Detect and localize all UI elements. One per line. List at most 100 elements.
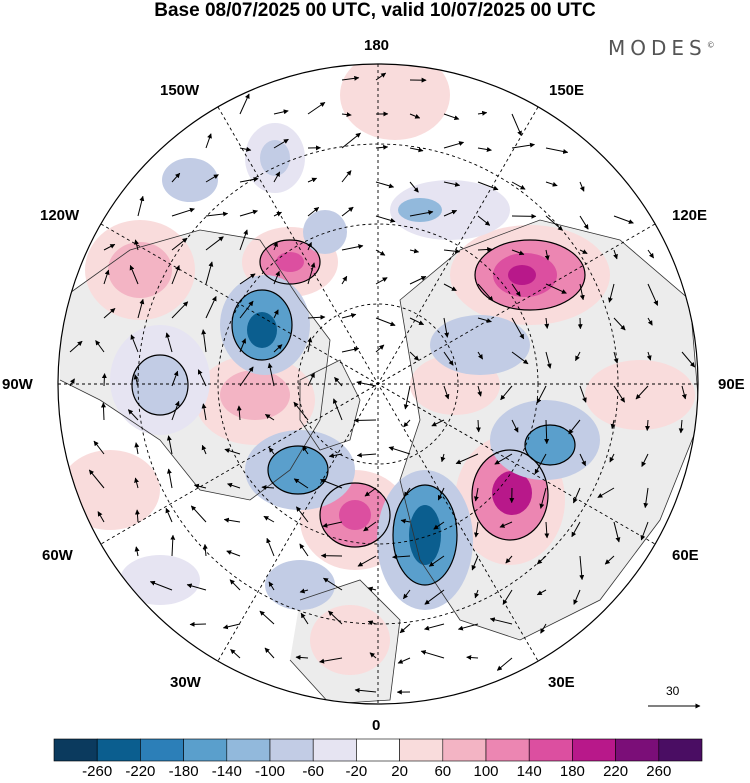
colorbar-swatch <box>312 738 357 762</box>
wind-vector <box>604 555 615 565</box>
negative-anomaly <box>398 198 442 222</box>
wind-vector <box>239 209 258 217</box>
wind-vector <box>645 419 651 431</box>
wind-vector <box>239 229 248 251</box>
wind-vector <box>205 174 219 183</box>
wind-vector <box>443 141 465 149</box>
wind-vector <box>356 452 377 458</box>
wind-vector <box>409 113 421 119</box>
wind-vector <box>229 579 241 591</box>
wind-vector <box>457 623 479 631</box>
wind-vector <box>69 378 75 387</box>
wind-vector <box>130 334 139 353</box>
lon-label-180: 180 <box>364 37 390 54</box>
wind-vector <box>341 170 352 183</box>
positive-anomaly <box>276 252 304 272</box>
wind-vector <box>477 283 494 302</box>
wind-vector <box>205 261 214 285</box>
wind-vector <box>341 112 352 118</box>
wind-vector <box>545 283 567 294</box>
wind-vector <box>613 249 618 260</box>
wind-vector <box>170 534 176 557</box>
wind-vector <box>579 181 585 192</box>
wind-vector <box>171 265 180 285</box>
wind-vector <box>571 521 581 538</box>
colorbar-tick-label: 180 <box>559 763 585 780</box>
wind-vector <box>88 469 105 489</box>
reference-vector-label: 30 <box>666 684 680 698</box>
wind-vector <box>273 309 279 319</box>
wind-vector <box>443 210 458 217</box>
wind-vector <box>544 419 550 445</box>
wind-vector <box>205 236 224 251</box>
wind-vector <box>437 487 445 501</box>
wind-vector <box>165 507 173 523</box>
anomaly-field <box>58 64 698 704</box>
wind-vector <box>307 177 318 183</box>
wind-vector <box>357 555 377 567</box>
wind-vector <box>607 283 615 303</box>
wind-vector <box>273 270 280 285</box>
wind-vector <box>477 110 488 116</box>
wind-vector <box>268 447 275 455</box>
wind-vector <box>300 612 309 625</box>
wind-vector <box>226 550 241 557</box>
positive-anomaly <box>508 265 536 285</box>
wind-vector <box>489 617 513 625</box>
wind-vector <box>137 195 145 217</box>
brand-name: MODES <box>608 36 707 60</box>
wind-vector <box>307 314 326 320</box>
wind-vector <box>579 283 585 301</box>
brand-mark: © <box>706 40 715 50</box>
wind-vector <box>259 610 275 625</box>
wind-vector <box>424 623 445 631</box>
wind-vector <box>511 181 526 190</box>
wind-vector <box>475 419 481 433</box>
wind-vector <box>134 546 140 557</box>
wind-vector <box>227 482 241 489</box>
wind-vector <box>264 647 275 659</box>
wind-vector <box>613 351 619 364</box>
wind-vector <box>375 277 388 285</box>
wind-vector <box>609 453 615 463</box>
colorbar-tick-label: 140 <box>516 763 542 780</box>
wind-vector <box>93 440 105 455</box>
lon-label-30e: 30E <box>548 674 575 691</box>
wind-vector <box>166 468 173 489</box>
wind-vector <box>397 657 411 664</box>
wind-vector <box>647 249 655 259</box>
wind-vector <box>473 521 479 538</box>
wind-vector <box>236 405 242 421</box>
wind-vector <box>273 241 278 251</box>
wind-vector <box>239 338 247 353</box>
wind-vector <box>369 652 377 659</box>
colorbar-swatch <box>658 738 703 762</box>
colorbar-swatch <box>442 738 487 762</box>
wind-vector <box>319 657 343 664</box>
wind-vector <box>190 505 207 523</box>
wind-vector <box>149 580 173 591</box>
wind-vector <box>635 385 649 400</box>
wind-vector <box>334 377 343 387</box>
wind-vector <box>127 409 139 421</box>
wind-vector <box>201 403 207 421</box>
lon-label-0: 0 <box>372 717 381 734</box>
colorbar-swatch <box>53 738 98 762</box>
wind-vector <box>409 147 424 153</box>
wind-vector <box>165 332 173 353</box>
wind-vector <box>597 487 615 498</box>
wind-vector <box>193 483 207 489</box>
graticule <box>58 64 698 704</box>
colorbar-swatch <box>269 738 314 762</box>
wind-vector <box>129 264 139 285</box>
wind-vector <box>322 521 343 528</box>
wind-vector <box>307 207 320 217</box>
wind-vector <box>511 113 522 137</box>
wind-vector <box>103 308 116 319</box>
wind-vector <box>544 317 550 329</box>
wind-vector <box>375 249 386 256</box>
wind-vector <box>341 132 361 149</box>
wind-vector <box>536 589 547 596</box>
negative-anomaly <box>132 355 188 415</box>
wind-vector <box>273 171 281 183</box>
